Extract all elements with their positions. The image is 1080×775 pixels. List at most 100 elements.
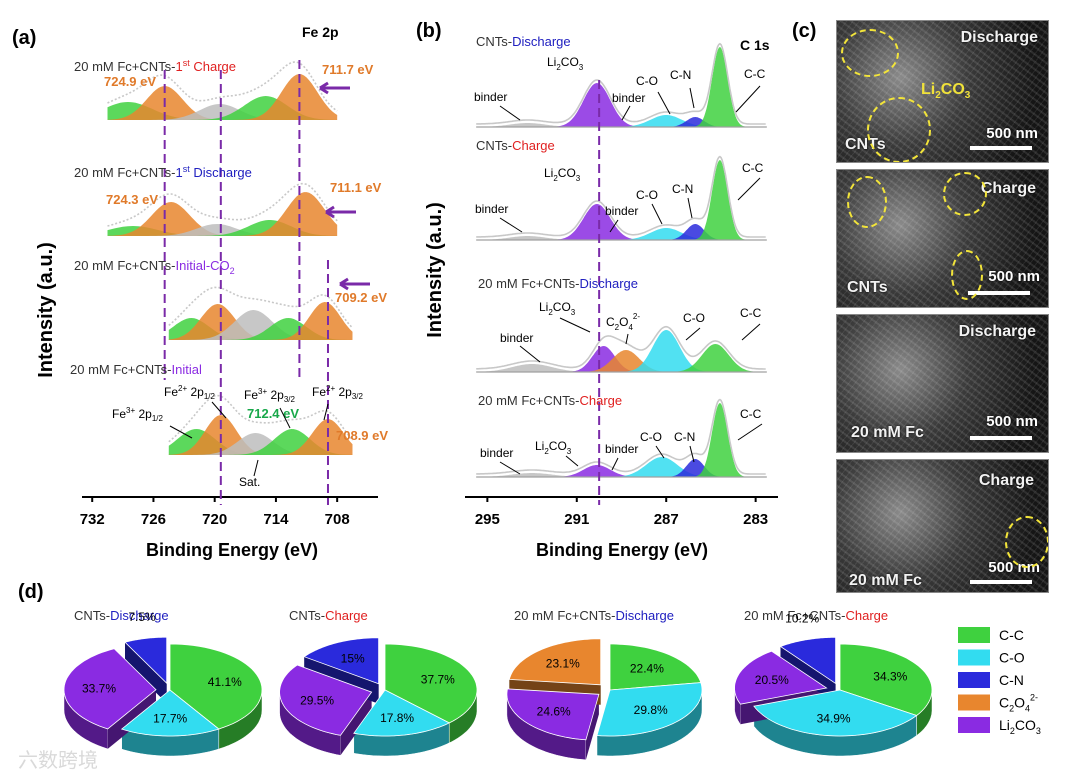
- sem-3-scale-bar: [970, 436, 1032, 440]
- legend-label: C2O42-: [999, 693, 1038, 714]
- panel-b-peak-labels: binder Li2CO3 C-O C-N C-C binder binder Li2CO3 C…: [474, 55, 766, 475]
- legend-swatch: [958, 627, 990, 643]
- pie-slice-edge: [125, 642, 167, 704]
- a-initial-right-energy: 708.9 eV: [336, 428, 388, 443]
- panel-label-b: (b): [416, 20, 442, 42]
- b-tick-label: 283: [743, 511, 768, 528]
- a-fit-component: [107, 224, 338, 236]
- a-fit-component: [168, 310, 353, 340]
- panel-b-x-ticks: 295 291 287 283: [475, 497, 768, 528]
- pie-value-label: 17.8%: [380, 711, 414, 725]
- a-fit-component: [168, 304, 353, 340]
- a-discharge-right-energy: 711.1 eV: [330, 180, 382, 195]
- b-li2co3-label: Li2CO3: [547, 55, 584, 72]
- pie-title: 20 mM Fc+CNTs-Charge: [744, 608, 888, 623]
- watermark: 六数跨境: [18, 750, 98, 772]
- panel-d-pie-charts: CNTs-Discharge 41.1% 17.7% 33.7% 7.5% CNTs-Ch…: [63, 608, 933, 761]
- b-pointer: [559, 317, 591, 333]
- b-cn-label: C-N: [672, 182, 693, 196]
- panel-a-xlabel: Binding Energy (eV): [146, 540, 318, 560]
- b-pointer: [735, 85, 761, 113]
- pie-slice-c-n: [303, 637, 379, 685]
- a-charge-right-energy: 711.7 eV: [322, 62, 374, 77]
- pie-slice-li2co3: [734, 650, 828, 705]
- a-initco2-energy: 709.2 eV: [335, 290, 387, 305]
- b-fit-component: [476, 473, 767, 477]
- panel-label-a: (a): [12, 27, 36, 49]
- b-cn-label: C-N: [670, 68, 691, 82]
- b-pointer: [611, 457, 619, 471]
- pie-value-label: 37.7%: [421, 672, 455, 686]
- sem-4-scale-bar: [970, 580, 1032, 584]
- b-cn-label: C-N: [674, 430, 695, 444]
- b-pointer: [689, 445, 695, 463]
- a-spec1-title: 20 mM Fc+CNTs-1st Charge: [74, 58, 236, 74]
- pie-value-label: 24.6%: [537, 705, 571, 719]
- a-fit-component: [168, 419, 353, 455]
- a-tick-label: 714: [263, 511, 289, 528]
- legend-label: C-N: [999, 672, 1024, 688]
- b-binder-label: binder: [605, 442, 638, 456]
- a-fe2-2p12-label: Fe2+ 2p1/2: [164, 384, 216, 401]
- c1s-title: C 1s: [740, 37, 770, 53]
- b-pointer: [499, 105, 521, 121]
- pie-slice-c-c: [384, 643, 478, 724]
- b-co-label: C-O: [640, 430, 662, 444]
- b-binder-label: binder: [474, 90, 507, 104]
- b-co-label: C-O: [683, 311, 705, 325]
- b-tick-label: 295: [475, 511, 500, 528]
- panel-a-ylabel: Intensity (a.u.): [35, 242, 57, 378]
- b-fit-component: [476, 236, 767, 240]
- a-tick-label: 708: [325, 511, 350, 528]
- a-pointer-arrows: [169, 401, 329, 477]
- pie-legend: C-C C-O C-N C2O42- Li2CO3: [958, 627, 1041, 736]
- b-cc-label: C-C: [740, 407, 762, 421]
- pie-slice-c-n: [779, 637, 836, 685]
- pie-value-label: 20.5%: [755, 673, 789, 687]
- sem-1-scale-text: 500 nm: [986, 125, 1038, 142]
- legend-label: C-O: [999, 650, 1025, 666]
- pie-value-label: 15%: [341, 651, 365, 665]
- sem-4-top-label: Charge: [978, 472, 1034, 489]
- legend-swatch: [958, 672, 990, 688]
- a-spectrum-4: [168, 394, 354, 455]
- a-fit-component: [107, 74, 338, 120]
- b-pointer: [655, 445, 665, 459]
- pie-slice-c-o: [753, 689, 918, 737]
- a-arrow-2: [325, 205, 356, 219]
- b-binder-label: binder: [480, 446, 513, 460]
- b-binder-label: binder: [605, 204, 638, 218]
- a-tick-label: 732: [80, 511, 105, 528]
- pie-value-label: 7.5%: [128, 610, 156, 624]
- b-spectrum-1: [476, 42, 767, 128]
- pie-slice-li2co3: [63, 648, 157, 730]
- legend-swatch: [958, 649, 990, 666]
- b-tick-label: 291: [564, 511, 589, 528]
- a-fit-component: [168, 433, 353, 455]
- legend-swatch: [958, 694, 990, 711]
- b-fit-component: [476, 350, 767, 372]
- b-pointer: [499, 217, 523, 233]
- pie-slice-c-o: [596, 682, 703, 737]
- b-pointer: [565, 455, 579, 467]
- b-cc-label: C-C: [742, 161, 764, 175]
- a-tick-label: 726: [141, 511, 166, 528]
- sem-1-li2co3-label: Li2CO3: [921, 81, 971, 102]
- b-spectrum-2: [476, 155, 767, 241]
- b-li2co3-label: Li2CO3: [535, 439, 572, 456]
- a-spec4-title: 20 mM Fc+CNTs-Initial: [70, 362, 202, 377]
- pie-slice-c-c: [169, 643, 263, 730]
- b-pointer: [519, 345, 541, 363]
- legend-label: C-C: [999, 627, 1024, 643]
- b-spectrum-3: [476, 325, 767, 373]
- b-fit-component: [476, 117, 767, 127]
- sem-1-highlight-ellipse: [841, 29, 899, 77]
- pie-chart-3: 20 mM Fc+CNTs-Discharge 22.4% 29.8% 24.6% 23…: [506, 608, 703, 761]
- a-initial-green-energy: 712.4 eV: [247, 406, 299, 421]
- pie-chart-1: CNTs-Discharge 41.1% 17.7% 33.7% 7.5%: [63, 608, 263, 757]
- a-fe2-2p32-label: Fe2+ 2p3/2: [312, 384, 364, 401]
- panel-label-c: (c): [792, 20, 816, 42]
- b-spec1-title: CNTs-Discharge: [476, 34, 571, 49]
- sem-image-4: Charge 20 mM Fc 500 nm: [836, 459, 1049, 593]
- b-c2o4-label: C2O42-: [606, 312, 640, 332]
